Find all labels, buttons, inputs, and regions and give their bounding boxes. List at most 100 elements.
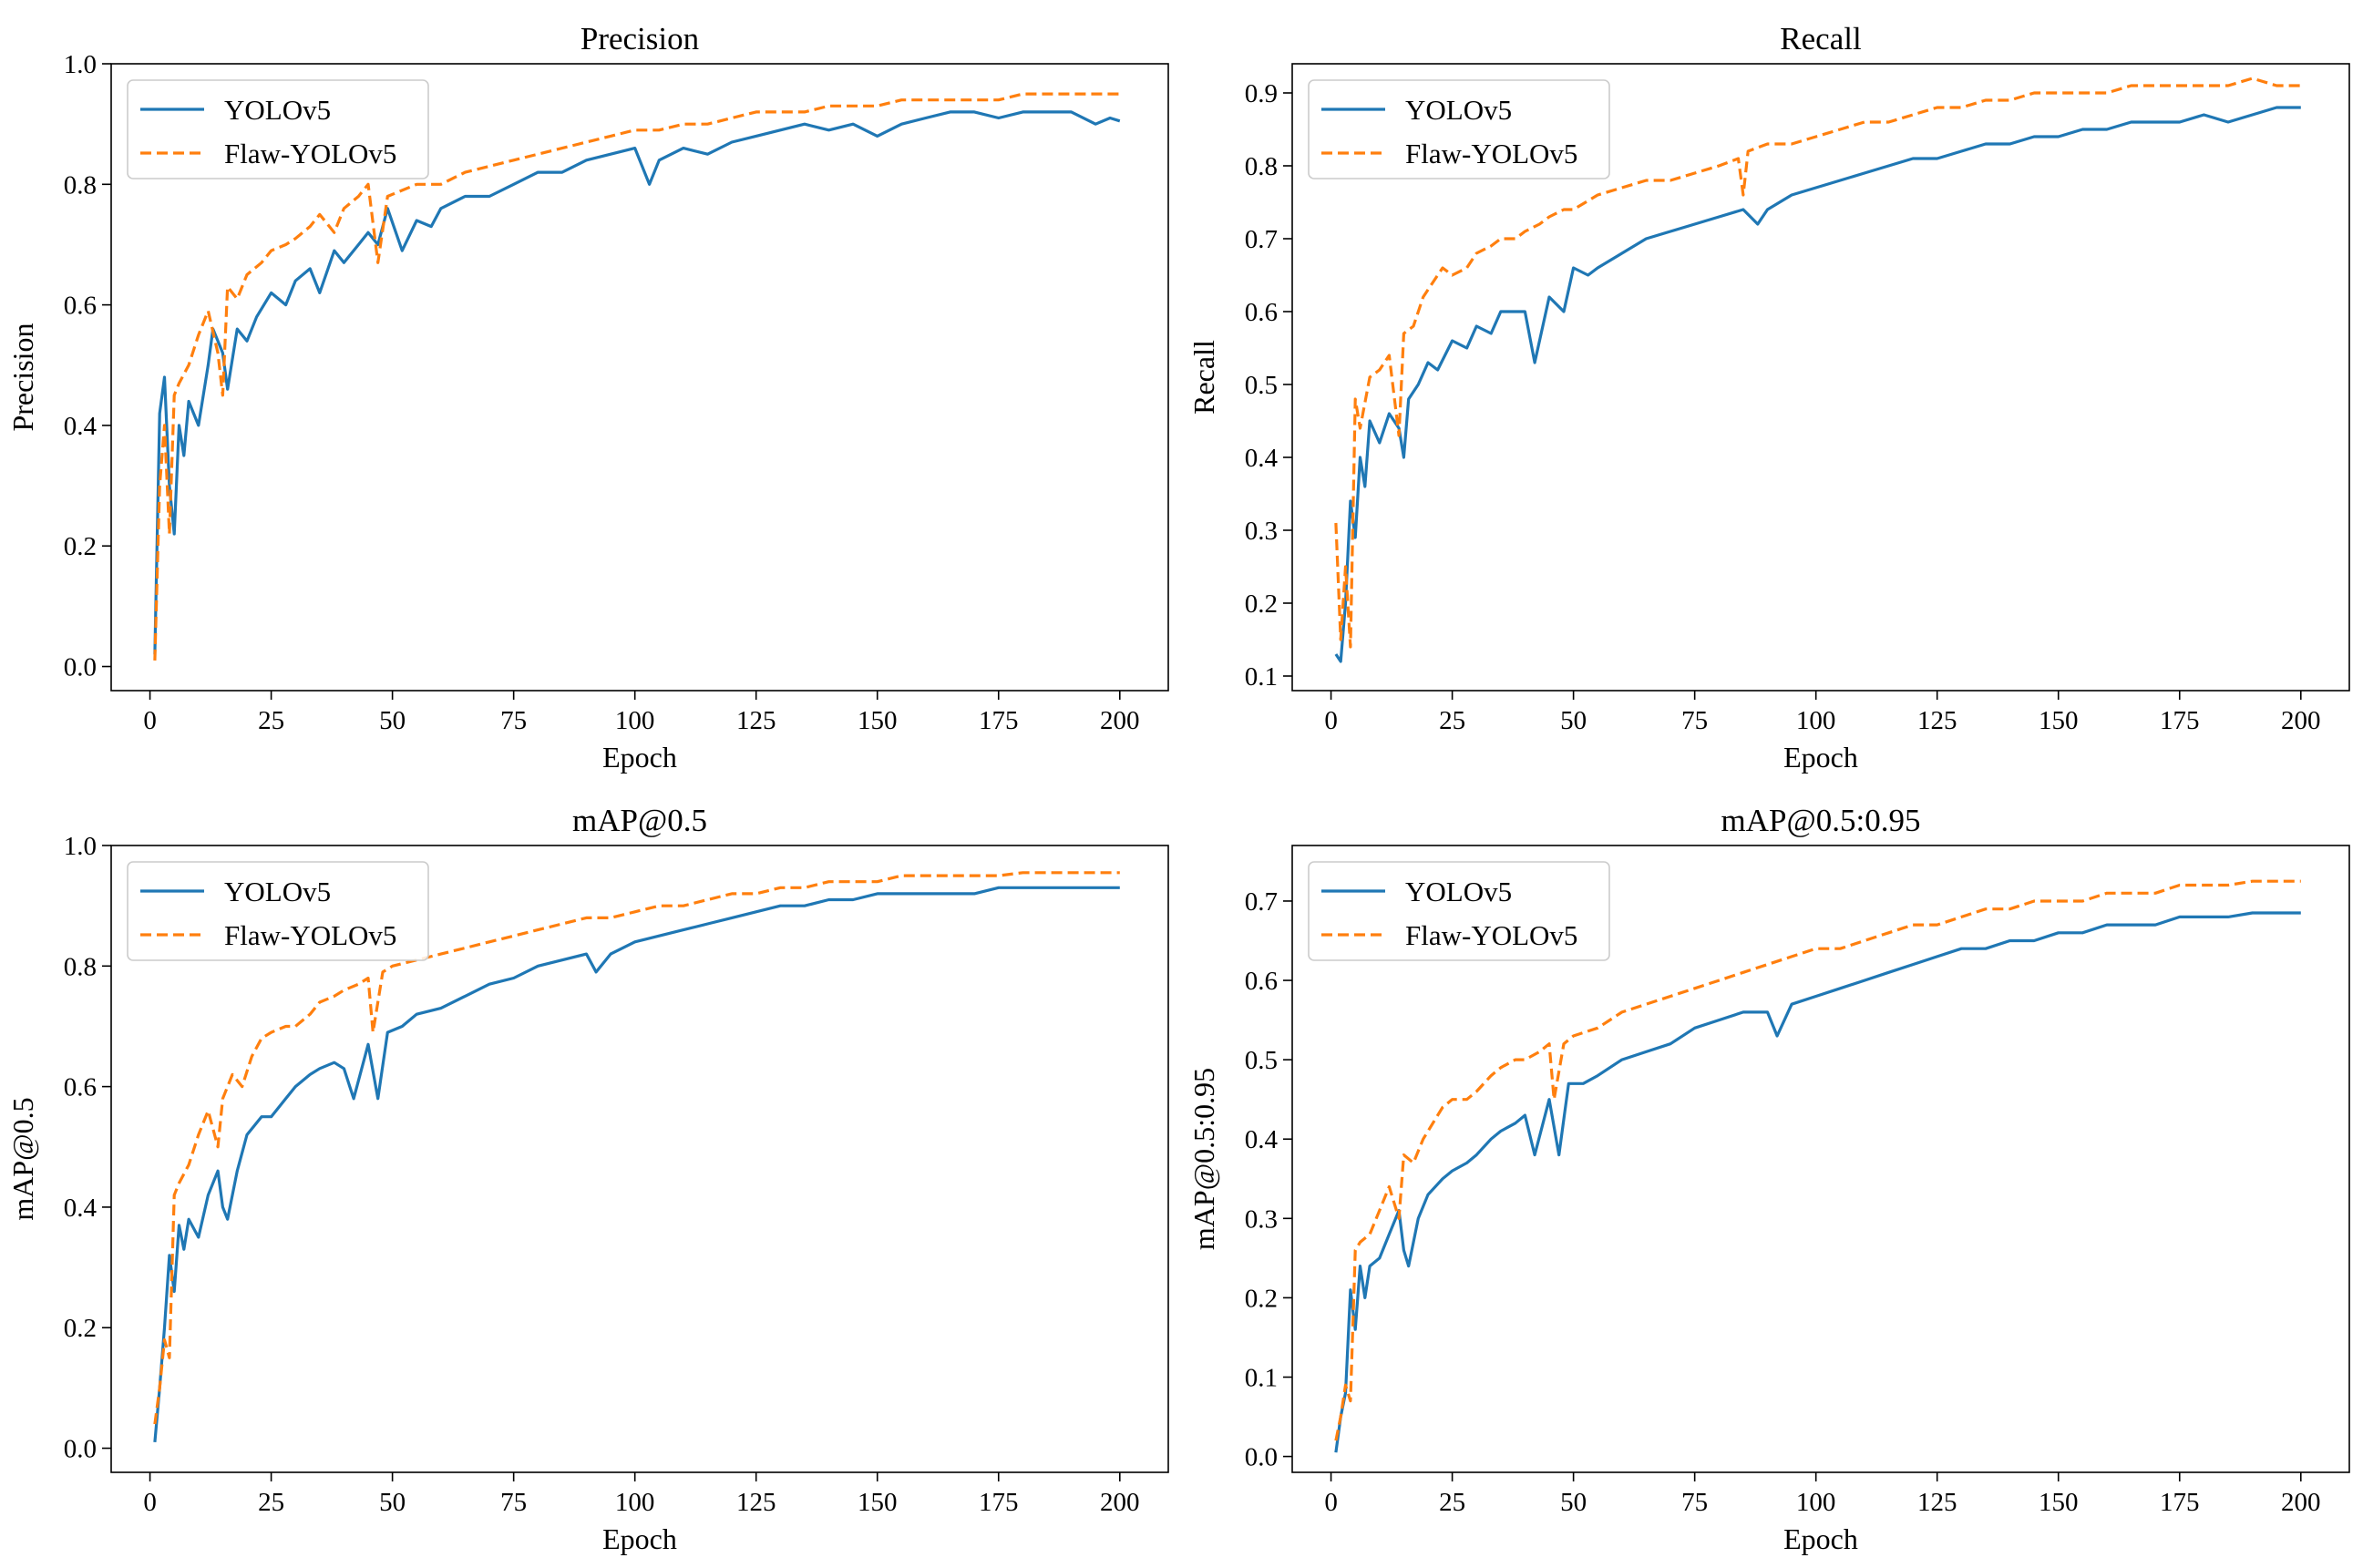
legend-box [127, 79, 429, 179]
series-line-flaw-yolov5 [153, 92, 1120, 661]
y-axis-label: Recall [1187, 340, 1220, 415]
x-tick-label: 100 [1796, 706, 1836, 735]
x-tick-label: 150 [2039, 706, 2079, 735]
x-tick-label: 75 [500, 706, 527, 735]
x-tick-label: 50 [379, 1488, 406, 1517]
y-tick-label: 0.5 [1245, 371, 1278, 400]
chart-title: Recall [1780, 21, 1862, 56]
y-tick-label: 0.2 [1245, 1284, 1278, 1313]
x-tick-label: 175 [979, 706, 1019, 735]
plot-frame [110, 63, 1169, 692]
y-tick-label: 0.8 [64, 952, 97, 981]
x-tick-label: 200 [1100, 706, 1140, 735]
y-axis-label: Precision [6, 323, 39, 431]
y-tick-label: 0.4 [1245, 1125, 1279, 1154]
y-tick-label: 0.8 [1245, 152, 1278, 181]
x-tick-label: 150 [858, 1488, 898, 1517]
chart-panel-2: Recall 0 25 50 75 100 125 150 175 200 0.1 0.2 0.3 0.4… [1187, 21, 2350, 774]
y-axis-label: mAP@0.5:0.95 [1187, 1068, 1220, 1250]
x-tick-label: 125 [736, 706, 776, 735]
legend-label: YOLOv5 [224, 876, 331, 907]
x-tick-label: 50 [1560, 1488, 1587, 1517]
legend-label: YOLOv5 [224, 94, 331, 126]
legend-label: Flaw-YOLOv5 [1405, 919, 1577, 951]
x-tick-label: 25 [1439, 1488, 1465, 1517]
y-tick-label: 0.4 [1245, 444, 1279, 473]
legend-label: Flaw-YOLOv5 [224, 138, 396, 169]
legend: YOLOv5 Flaw-YOLOv5 [127, 861, 429, 961]
legend: YOLOv5 Flaw-YOLOv5 [1308, 79, 1610, 179]
legend-label: YOLOv5 [1405, 94, 1512, 126]
x-axis-label: Epoch [602, 1522, 677, 1555]
series-line-flaw-yolov5 [1334, 77, 2301, 649]
x-tick-label: 100 [615, 1488, 655, 1517]
series-line-yolov5 [153, 886, 1120, 1443]
x-tick-label: 200 [1100, 1488, 1140, 1517]
x-tick-label: 175 [2160, 1488, 2200, 1517]
y-tick-label: 0.1 [1245, 662, 1278, 692]
y-tick-label: 0.0 [64, 653, 97, 682]
x-tick-label: 0 [1324, 706, 1338, 735]
y-tick-label: 0.9 [1245, 79, 1278, 108]
x-tick-label: 25 [1439, 706, 1465, 735]
x-tick-label: 0 [143, 1488, 157, 1517]
chart-panel-1: Precision 0 25 50 75 100 125 150 175 200 0.0 0.2 0.4… [6, 21, 1169, 774]
legend: YOLOv5 Flaw-YOLOv5 [127, 79, 429, 179]
x-tick-label: 125 [1917, 706, 1957, 735]
x-tick-label: 75 [500, 1488, 527, 1517]
legend-box [1308, 79, 1610, 179]
x-tick-label: 25 [258, 706, 284, 735]
x-tick-label: 0 [1324, 1488, 1338, 1517]
x-axis-label: Epoch [602, 741, 677, 774]
chart-panel-4: mAP@0.5:0.95 0 25 50 75 100 125 150 175 200 0.0 0.1… [1187, 803, 2350, 1555]
series-line-yolov5 [1334, 911, 2301, 1453]
y-tick-label: 0.0 [1245, 1443, 1278, 1472]
plot-frame [110, 845, 1169, 1473]
y-tick-label: 1.0 [64, 832, 97, 861]
y-tick-label: 0.4 [64, 412, 98, 441]
legend-label: YOLOv5 [1405, 876, 1512, 907]
y-tick-label: 0.3 [1245, 1204, 1278, 1234]
y-tick-label: 0.5 [1245, 1046, 1278, 1075]
y-tick-label: 0.1 [1245, 1363, 1278, 1392]
x-tick-label: 100 [1796, 1488, 1836, 1517]
x-tick-label: 75 [1681, 1488, 1708, 1517]
y-tick-label: 0.2 [1245, 589, 1278, 619]
series-line-yolov5 [1334, 106, 2301, 663]
y-tick-label: 0.6 [64, 292, 97, 321]
chart-panel-3: mAP@0.5 0 25 50 75 100 125 150 175 200 0.0 0.2 0.4 0.… [6, 803, 1169, 1555]
legend-label: Flaw-YOLOv5 [224, 919, 396, 951]
x-tick-label: 25 [258, 1488, 284, 1517]
y-tick-label: 1.0 [64, 50, 97, 79]
y-tick-label: 0.6 [64, 1073, 97, 1102]
series-line-flaw-yolov5 [153, 871, 1120, 1425]
y-tick-label: 0.8 [64, 170, 97, 200]
x-tick-label: 50 [379, 706, 406, 735]
x-tick-label: 175 [2160, 706, 2200, 735]
chart-title: mAP@0.5 [572, 803, 707, 838]
legend: YOLOv5 Flaw-YOLOv5 [1308, 861, 1610, 961]
x-tick-label: 75 [1681, 706, 1708, 735]
x-tick-label: 100 [615, 706, 655, 735]
y-tick-label: 0.3 [1245, 517, 1278, 546]
y-tick-label: 0.0 [64, 1435, 97, 1464]
y-axis-label: mAP@0.5 [6, 1097, 39, 1220]
x-tick-label: 175 [979, 1488, 1019, 1517]
legend-box [1308, 861, 1610, 961]
y-tick-label: 0.2 [64, 532, 97, 561]
x-tick-label: 200 [2281, 706, 2321, 735]
y-tick-label: 0.6 [1245, 967, 1278, 996]
series-line-yolov5 [153, 110, 1121, 655]
chart-title: mAP@0.5:0.95 [1721, 803, 1921, 838]
x-tick-label: 125 [1917, 1488, 1957, 1517]
chart-title: Precision [580, 21, 699, 56]
x-axis-label: Epoch [1783, 1522, 1858, 1555]
legend-box [127, 861, 429, 961]
y-tick-label: 0.7 [1245, 225, 1278, 254]
y-tick-label: 0.4 [64, 1194, 98, 1223]
series-line-flaw-yolov5 [1334, 879, 2301, 1441]
y-tick-label: 0.2 [64, 1314, 97, 1343]
x-tick-label: 125 [736, 1488, 776, 1517]
y-tick-label: 0.6 [1245, 298, 1278, 327]
